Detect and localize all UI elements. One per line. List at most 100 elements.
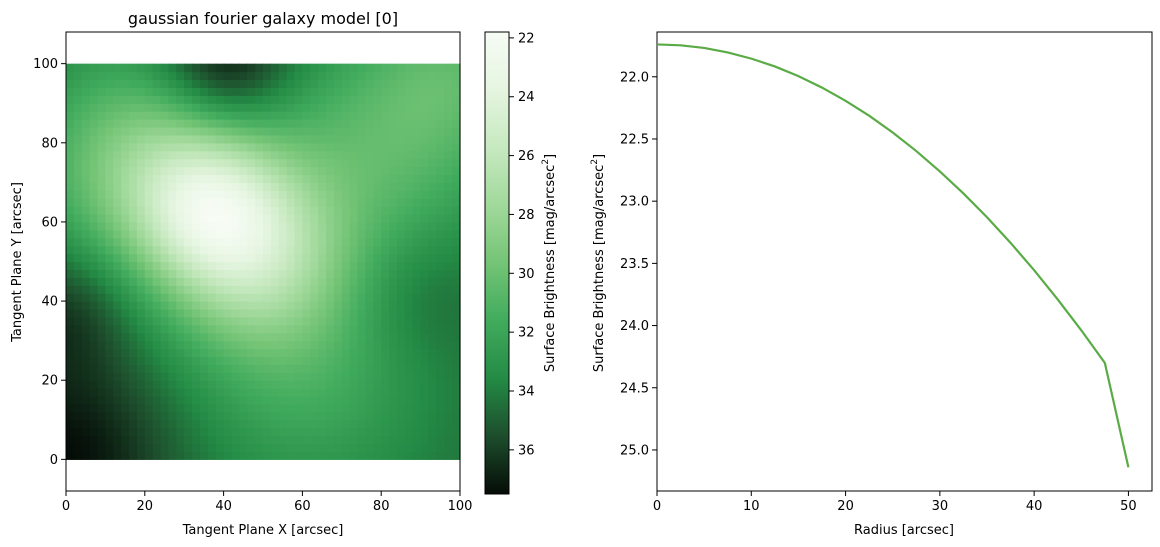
heatmap-cell (381, 403, 390, 413)
heatmap-cell (444, 245, 453, 255)
heatmap-cell (333, 206, 343, 215)
heatmap-cell (404, 71, 414, 81)
heatmap-cell (436, 411, 445, 421)
heatmap-cell (278, 380, 288, 389)
heatmap-cell (412, 388, 422, 397)
heatmap-cell (152, 293, 162, 302)
heatmap-cell (129, 95, 138, 104)
heatmap-cell (310, 348, 319, 358)
heatmap-cell (357, 301, 367, 310)
heatmap-cell (444, 134, 453, 144)
heatmap-cell (396, 126, 406, 136)
heatmap-cell (129, 134, 138, 144)
heatmap-cell (184, 411, 193, 421)
heatmap-cell (286, 388, 296, 397)
heatmap-cell (247, 308, 256, 318)
heatmap-cell (89, 253, 99, 263)
heatmap-cell (160, 332, 170, 342)
heatmap-cell (286, 166, 296, 176)
heatmap-cell (255, 340, 264, 350)
heatmap-cell (73, 316, 83, 326)
heatmap-cell (81, 134, 91, 144)
heatmap-cell (184, 316, 193, 326)
heatmap-cell (129, 174, 138, 183)
heatmap-cell (420, 158, 430, 168)
heatmap-cell (97, 253, 106, 263)
heatmap-cell (192, 111, 201, 120)
heatmap-cell (349, 198, 359, 207)
heatmap-cell (365, 150, 374, 160)
heatmap-cell (436, 221, 445, 231)
heatmap-cell (357, 71, 367, 81)
heatmap-cell (113, 293, 122, 302)
heatmap-cell (239, 134, 248, 144)
heatmap-cell (373, 301, 382, 310)
heatmap-cell (365, 142, 374, 152)
heatmap-cell (341, 403, 351, 413)
heatmap-cell (404, 126, 414, 136)
heatmap-cell (255, 134, 264, 144)
heatmap-cell (239, 198, 248, 207)
heatmap-cell (144, 63, 154, 73)
heatmap-cell (436, 63, 445, 73)
heatmap-cell (136, 174, 146, 183)
heatmap-cell (215, 301, 225, 310)
heatmap-cell (444, 285, 453, 294)
heatmap-cell (349, 221, 359, 231)
heatmap-cell (310, 206, 319, 215)
heatmap-cell (278, 301, 288, 310)
heatmap-cell (168, 134, 177, 144)
heatmap-cell (73, 301, 83, 310)
heatmap-cell (89, 245, 99, 255)
heatmap-cell (381, 293, 390, 302)
heatmap-cell (389, 253, 398, 263)
heatmap-cell (231, 119, 240, 128)
heatmap-cell (231, 285, 240, 294)
heatmap-panel: gaussian fourier galaxy model [0] 0 20 40 6… (10, 9, 472, 538)
heatmap-cell (318, 348, 327, 358)
heatmap-cell (89, 214, 99, 223)
heatmap-cell (381, 277, 390, 286)
heatmap-cell (373, 261, 382, 271)
heatmap-cell (294, 324, 303, 334)
heatmap-cell (144, 324, 154, 334)
heatmap-cell (89, 388, 99, 397)
heatmap-cell (436, 111, 445, 120)
heatmap-cell (231, 380, 240, 389)
heatmap-cell (444, 356, 453, 365)
heatmap-cell (121, 403, 130, 413)
heatmap-cell (199, 198, 209, 207)
heatmap-cell (357, 348, 367, 358)
heatmap-cell (215, 332, 225, 342)
heatmap-cell (97, 348, 106, 358)
heatmap-cell (176, 308, 185, 318)
heatmap-cell (278, 269, 288, 278)
heatmap-cell (66, 79, 75, 88)
line-x-tick-label: 30 (932, 499, 949, 514)
heatmap-cell (255, 427, 264, 437)
heatmap-cell (223, 71, 233, 81)
heatmap-cell (66, 427, 75, 437)
heatmap-cell (160, 301, 170, 310)
heatmap-cell (247, 285, 256, 294)
heatmap-cell (412, 119, 422, 128)
heatmap-cell (121, 364, 130, 373)
heatmap-cell (436, 79, 445, 88)
heatmap-cell (223, 111, 233, 120)
heatmap-cell (381, 396, 390, 405)
heatmap-cell (255, 221, 264, 231)
heatmap-cell (66, 198, 75, 207)
heatmap-cell (326, 348, 335, 358)
heatmap-cell (302, 427, 311, 437)
heatmap-cell (255, 237, 264, 247)
heatmap-cell (255, 126, 264, 136)
heatmap-cell (318, 253, 327, 263)
heatmap-cell (326, 261, 335, 271)
heatmap-cell (302, 166, 311, 176)
heatmap-cell (278, 427, 288, 437)
heatmap-cell (66, 150, 75, 160)
heatmap-cell (302, 388, 311, 397)
heatmap-cell (278, 451, 288, 460)
heatmap-cell (199, 301, 209, 310)
heatmap-cell (412, 356, 422, 365)
